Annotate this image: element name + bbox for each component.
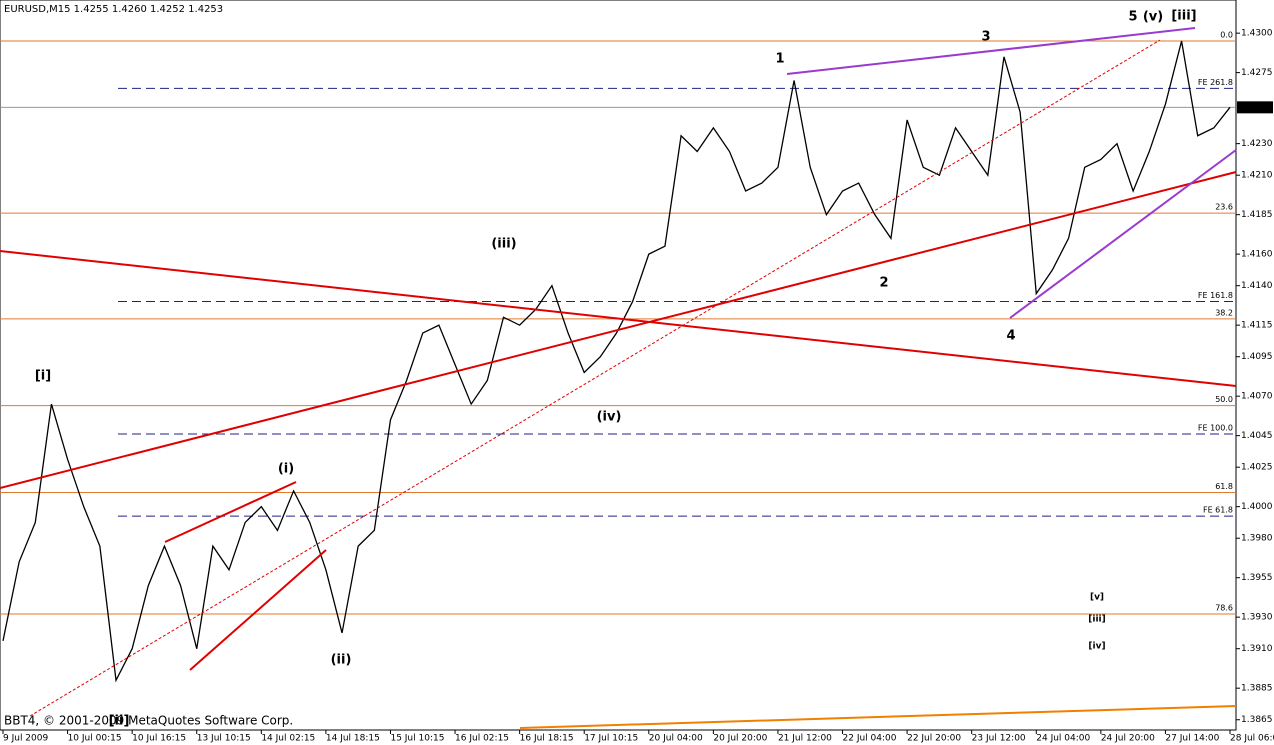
x-tick-label: 14 Jul 02:15 [261,734,315,744]
wave-label: (iv) [597,410,622,425]
fib-label: 78.6 [1215,603,1233,612]
y-tick-label: 1.4275 [1241,68,1273,78]
x-tick-label: 16 Jul 18:15 [520,734,574,744]
wave-label: 5 [1128,10,1137,25]
current-price-box [1237,101,1273,114]
y-tick-label: 1.4210 [1241,171,1273,181]
x-tick-label: 28 Jul 06:00 [1230,734,1274,744]
x-tick-label: 13 Jul 10:15 [197,734,251,744]
x-tick-label: 20 Jul 20:00 [713,734,767,744]
x-tick-label: 27 Jul 14:00 [1165,734,1219,744]
y-tick-label: 1.3955 [1241,573,1273,583]
y-tick-label: 1.4070 [1241,392,1273,402]
fib-label: 23.6 [1215,203,1233,212]
current-price-label: 1.4253 [1240,103,1272,113]
y-tick-label: 1.4230 [1241,139,1273,149]
wave-label: 4 [1006,329,1015,344]
wave-label: (iii) [491,237,516,252]
x-tick-label: 24 Jul 04:00 [1036,734,1090,744]
y-tick-label: 1.4095 [1241,352,1273,362]
x-tick-label: 10 Jul 00:15 [68,734,122,744]
y-tick-label: 1.4140 [1241,281,1273,291]
footer: BBT4, © 2001-2009 MetaQuotes Software Co… [4,714,293,728]
x-tick-label: 9 Jul 2009 [3,734,48,744]
x-tick-label: 14 Jul 18:15 [326,734,380,744]
fe-label: FE 261.8 [1198,78,1233,87]
x-tick-label: 21 Jul 12:00 [778,734,832,744]
fib-label: 0.0 [1220,31,1233,40]
chart-title: EURUSD,M15 1.4255 1.4260 1.4252 1.4253 [4,4,223,15]
wave-label: (ii) [331,653,352,668]
x-tick-label: 24 Jul 20:00 [1101,734,1155,744]
y-tick-label: 1.4025 [1241,463,1273,473]
y-tick-label: 1.3865 [1241,715,1273,725]
x-tick-label: 16 Jul 02:15 [455,734,509,744]
price-line [2,40,1231,683]
x-tick-label: 15 Jul 10:15 [390,734,444,744]
wave-label: [v] [1090,593,1104,603]
y-tick-label: 1.4045 [1241,431,1273,441]
x-tick-label: 23 Jul 12:00 [972,734,1026,744]
x-tick-label: 10 Jul 16:15 [132,734,186,744]
wave-label: [iii] [1171,9,1196,24]
plot-frame [0,0,1237,731]
wave-label: 2 [879,276,888,291]
x-tick-label: 20 Jul 04:00 [649,734,703,744]
wave-label: [ii] [109,714,130,729]
wave-label: 3 [981,30,990,45]
y-tick-label: 1.3930 [1241,613,1273,623]
y-tick-label: 1.4160 [1241,250,1273,260]
fib-label: 61.8 [1215,482,1233,491]
fe-label: FE 161.8 [1198,291,1233,300]
y-tick-label: 1.4115 [1241,321,1273,331]
wave-label: [iv] [1088,642,1105,652]
wave-label: [iii] [1088,615,1105,625]
x-tick-label: 22 Jul 04:00 [843,734,897,744]
y-tick-label: 1.3910 [1241,644,1273,654]
fe-label: FE 100.0 [1198,424,1233,433]
wave-label: (i) [278,462,294,477]
wave-label: 1 [775,52,784,67]
trend-lines [0,27,1237,729]
x-tick-label: 17 Jul 10:15 [584,734,638,744]
x-tick-label: 22 Jul 20:00 [907,734,961,744]
fib-label: 38.2 [1215,308,1233,317]
fe-label: FE 61.8 [1203,506,1233,515]
wave-label: (v) [1143,10,1163,25]
wave-label: [i] [35,369,51,384]
fib-label: 50.0 [1215,395,1233,404]
y-tick-label: 1.4300 [1241,29,1273,39]
y-tick-label: 1.3980 [1241,534,1273,544]
y-tick-label: 1.4000 [1241,502,1273,512]
y-tick-label: 1.4185 [1241,210,1273,220]
y-tick-label: 1.3885 [1241,684,1273,694]
